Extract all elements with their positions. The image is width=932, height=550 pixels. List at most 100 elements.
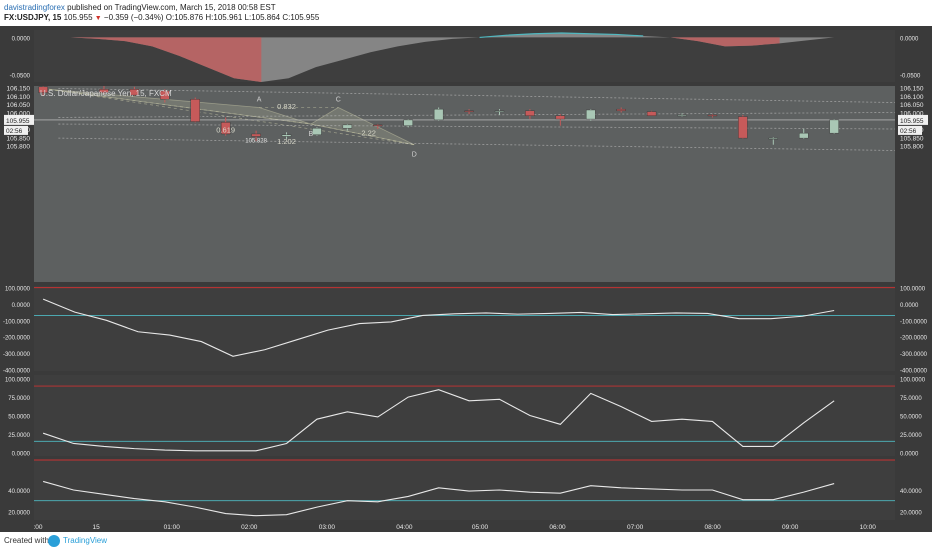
candle-body [586,109,596,120]
candle-body [433,108,444,121]
cci-tick-left: 100.0000 [5,287,31,293]
price-tick-left: 106.150 [7,86,31,93]
candle-body [646,111,657,116]
candle[interactable] [768,137,779,145]
ratio-label: 2.22 [361,129,376,138]
publish-line: davistradingforex published on TradingVi… [4,3,276,12]
candle[interactable] [525,109,535,120]
candle[interactable] [677,113,687,117]
candle[interactable] [464,109,474,115]
candle[interactable] [799,129,809,139]
price-change: −0.359 (−0.34%) [103,13,164,22]
candle[interactable] [555,114,566,126]
channel-line [58,112,896,118]
tradingview-logo-icon [48,535,60,547]
candle[interactable] [494,109,505,115]
candle[interactable] [99,86,109,95]
price-tick-left: 106.050 [7,102,31,109]
stochastic-tick-right: 50.0000 [900,415,922,421]
chart-header: davistradingforex published on TradingVi… [0,0,932,26]
candle[interactable] [220,117,231,136]
candle[interactable] [616,107,626,113]
time-tick: 04:00 [396,524,413,531]
countdown-text: 02:56 [6,128,23,135]
cci-tick-right: 0.0000 [900,303,919,309]
countdown-badge [898,125,922,135]
candle[interactable] [586,109,596,121]
oscillator-top-tick-right: 0.0000 [900,36,919,42]
panel-rsi [34,460,895,520]
ratio-label: 0.619 [216,125,235,134]
pattern-point-a: A [257,97,262,104]
stochastic-tick-right: 100.0000 [900,378,926,384]
candle[interactable] [38,86,48,96]
stochastic-line [42,389,835,452]
candle-body [464,110,474,113]
candle[interactable] [160,89,170,103]
candle-body [99,89,109,93]
pattern-point-c: C [336,97,341,104]
pattern-point-b: B [309,131,314,138]
candle[interactable] [738,114,748,139]
ratio-label: 1.202 [277,137,296,146]
time-tick: 15 [93,524,101,531]
candle[interactable] [829,119,839,134]
candle[interactable] [433,107,444,121]
candle[interactable] [312,127,322,136]
low-value: L:105.864 [244,13,281,22]
time-tick: 08:00 [705,524,722,531]
cci-tick-left: -400.0000 [3,368,31,374]
channel-line [58,137,896,151]
tradingview-link[interactable]: TradingView [63,536,108,545]
high-value: H:105.961 [205,13,243,22]
candle-body [799,132,809,139]
author-link[interactable]: davistradingforex [4,3,65,12]
candle[interactable] [403,119,413,128]
stochastic-tick-left: 100.0000 [5,378,31,384]
candle[interactable] [646,110,657,116]
candle-body [829,119,839,134]
rsi-tick-right: 40.0000 [900,489,922,495]
last-price: 105.955 [63,13,93,22]
cci-tick-left: 0.0000 [12,303,31,309]
candle[interactable] [342,124,353,131]
rsi-tick-right: 20.0000 [900,510,922,516]
time-tick: :00 [33,524,42,531]
candle[interactable] [190,97,200,123]
candle[interactable] [251,130,261,141]
rsi-tick-left: 40.0000 [8,489,30,495]
pattern-xab-triangle [49,88,311,125]
stochastic-tick-left: 75.0000 [8,396,30,402]
candle-body [403,119,413,126]
time-tick: 01:00 [164,524,181,531]
chart-footer: Created with TradingView [0,532,932,550]
chart-title: U.S. Dollar/Japanese Yen, 15, FXCM [40,89,172,98]
candle[interactable] [129,86,140,96]
candle-body [220,122,231,135]
stochastic-tick-right: 0.0000 [900,451,919,457]
price-tick-right: 105.850 [900,135,924,142]
channel-line [58,88,896,103]
down-arrow-icon: ▼ [94,15,102,22]
candle-body [190,99,200,122]
pattern-point-d: D [412,152,417,159]
oscillator-positive-line [479,32,644,39]
time-axis [0,520,932,532]
countdown-badge [4,125,28,135]
cci-tick-right: -400.0000 [900,368,928,374]
oscillator-top-tick-right: -0.0500 [900,74,921,80]
price-tick-right: 106.000 [900,110,924,117]
time-tick: 06:00 [549,524,566,531]
cci-tick-right: 100.0000 [900,287,926,293]
ratio-label: 0.832 [277,102,296,111]
rsi-tick-left: 20.0000 [8,510,30,516]
price-tick-right: 106.050 [900,102,924,109]
time-tick: 03:00 [319,524,336,531]
candle[interactable] [281,132,292,139]
candle[interactable] [707,114,718,118]
price-tick-left: 106.100 [7,94,31,101]
created-with-label: Created with [4,536,49,545]
candle[interactable] [373,124,383,130]
oscillator-top-tick-left: 0.0000 [12,36,31,42]
